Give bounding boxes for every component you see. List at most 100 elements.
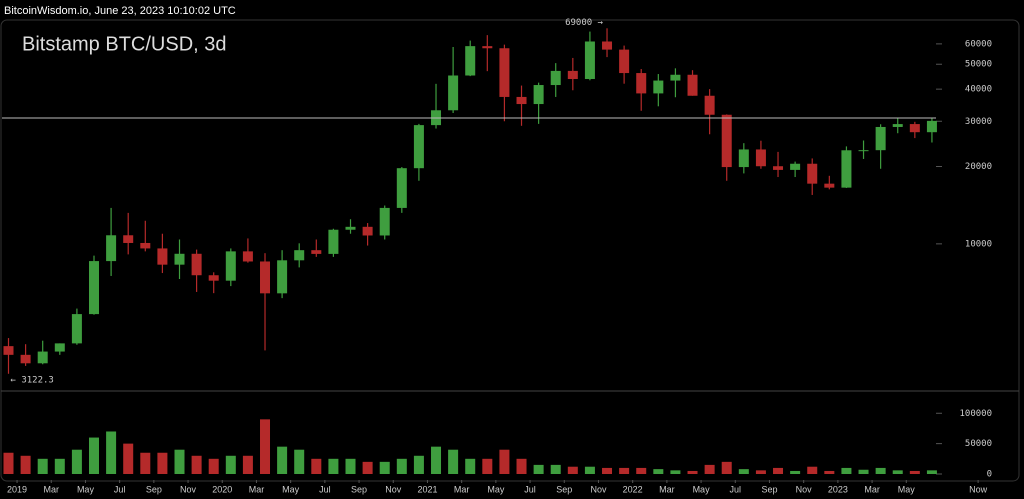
candle-body	[37, 351, 48, 364]
x-tick-label: 2019	[7, 484, 27, 494]
candle-body	[260, 261, 271, 294]
x-tick-label: Mar	[249, 484, 265, 494]
candle-body	[841, 150, 852, 188]
candle-body	[311, 250, 322, 254]
x-tick-label: Jul	[524, 484, 536, 494]
x-tick-label: Nov	[385, 484, 402, 494]
volume-bar	[516, 458, 527, 474]
x-tick-label: May	[282, 484, 300, 494]
volume-bar	[653, 469, 664, 474]
volume-bar	[721, 461, 732, 474]
x-tick-label: Sep	[146, 484, 162, 494]
volume-bar	[448, 449, 459, 474]
volume-bar	[567, 466, 578, 474]
candle-body	[773, 166, 784, 170]
x-tick-label: Jul	[114, 484, 126, 494]
volume-bar	[362, 461, 373, 474]
candle-body	[328, 229, 339, 254]
volume-bar	[687, 470, 698, 474]
volume-bar	[396, 458, 407, 474]
volume-bar	[482, 458, 493, 474]
candle-body	[858, 150, 869, 152]
volume-bar	[345, 458, 356, 474]
y-tick-label: 30000	[965, 117, 992, 127]
header: BitcoinWisdom.io, June 23, 2023 10:10:02…	[4, 5, 236, 17]
candle-body	[584, 41, 595, 80]
candle-body	[294, 250, 305, 261]
x-tick-label: Now	[969, 484, 988, 494]
y-tick-label: 50000	[965, 60, 992, 70]
y-tick-label: 40000	[965, 85, 992, 95]
candle-body	[191, 253, 202, 276]
candle-body	[20, 354, 31, 364]
x-tick-label: Mar	[659, 484, 675, 494]
x-tick-label: Nov	[180, 484, 197, 494]
volume-bar	[260, 419, 271, 474]
candle-body	[345, 226, 356, 230]
candle-body	[71, 314, 82, 344]
candle-body	[379, 207, 390, 236]
volume-bar	[106, 431, 117, 474]
candle-body	[550, 70, 561, 86]
volume-bar	[294, 449, 305, 474]
x-tick-label: May	[77, 484, 95, 494]
candle-body	[619, 49, 630, 74]
candle-body	[790, 163, 801, 170]
volume-bar	[909, 470, 920, 474]
volume-bar	[225, 455, 236, 474]
candle-body	[54, 343, 65, 352]
volume-bar	[123, 443, 134, 474]
candle-body	[926, 120, 937, 133]
x-tick-label: May	[898, 484, 916, 494]
x-tick-label: Mar	[43, 484, 59, 494]
candle-body	[174, 253, 185, 265]
x-tick-label: Mar	[864, 484, 880, 494]
volume-tick-label: 50000	[965, 439, 992, 449]
volume-bar	[790, 470, 801, 474]
candle-body	[653, 80, 664, 94]
candle-body	[157, 248, 168, 265]
candle-body	[892, 124, 903, 127]
volume-bar	[37, 458, 48, 474]
volume-bar	[584, 466, 595, 474]
candle-body	[824, 183, 835, 188]
y-tick-label: 20000	[965, 162, 992, 172]
candle-body	[140, 242, 151, 249]
volume-bar	[926, 470, 937, 474]
candle-body	[704, 95, 715, 115]
volume-bar	[3, 452, 14, 474]
volume-bar	[738, 469, 749, 474]
volume-bar	[550, 464, 561, 474]
candle-body	[482, 46, 493, 49]
volume-bar	[807, 466, 818, 474]
candle-body	[242, 251, 253, 262]
volume-bar	[328, 458, 339, 474]
volume-bar	[174, 449, 185, 474]
candle-body	[208, 275, 219, 281]
x-tick-label: Jul	[730, 484, 742, 494]
candle-body	[448, 75, 459, 111]
volume-bar	[824, 470, 835, 474]
candle-body	[909, 124, 920, 133]
volume-bar	[602, 467, 613, 474]
volume-bar	[773, 467, 784, 474]
candle-body	[533, 85, 544, 105]
annotation: ← 3122.3	[10, 375, 53, 385]
candle-body	[89, 261, 100, 315]
x-tick-label: Nov	[590, 484, 607, 494]
volume-bar	[242, 455, 253, 474]
candle-body	[225, 251, 236, 281]
candle-body	[755, 149, 766, 167]
candle-body	[721, 114, 732, 168]
x-tick-label: 2020	[212, 484, 232, 494]
volume-bar	[311, 458, 322, 474]
volume-bar	[465, 458, 476, 474]
x-tick-label: Sep	[351, 484, 367, 494]
volume-bar	[140, 452, 151, 474]
volume-bar	[892, 470, 903, 474]
candle-body	[106, 235, 117, 262]
x-tick-label: May	[693, 484, 711, 494]
volume-bar	[636, 467, 647, 474]
volume-bar	[379, 461, 390, 474]
candle-body	[687, 74, 698, 96]
